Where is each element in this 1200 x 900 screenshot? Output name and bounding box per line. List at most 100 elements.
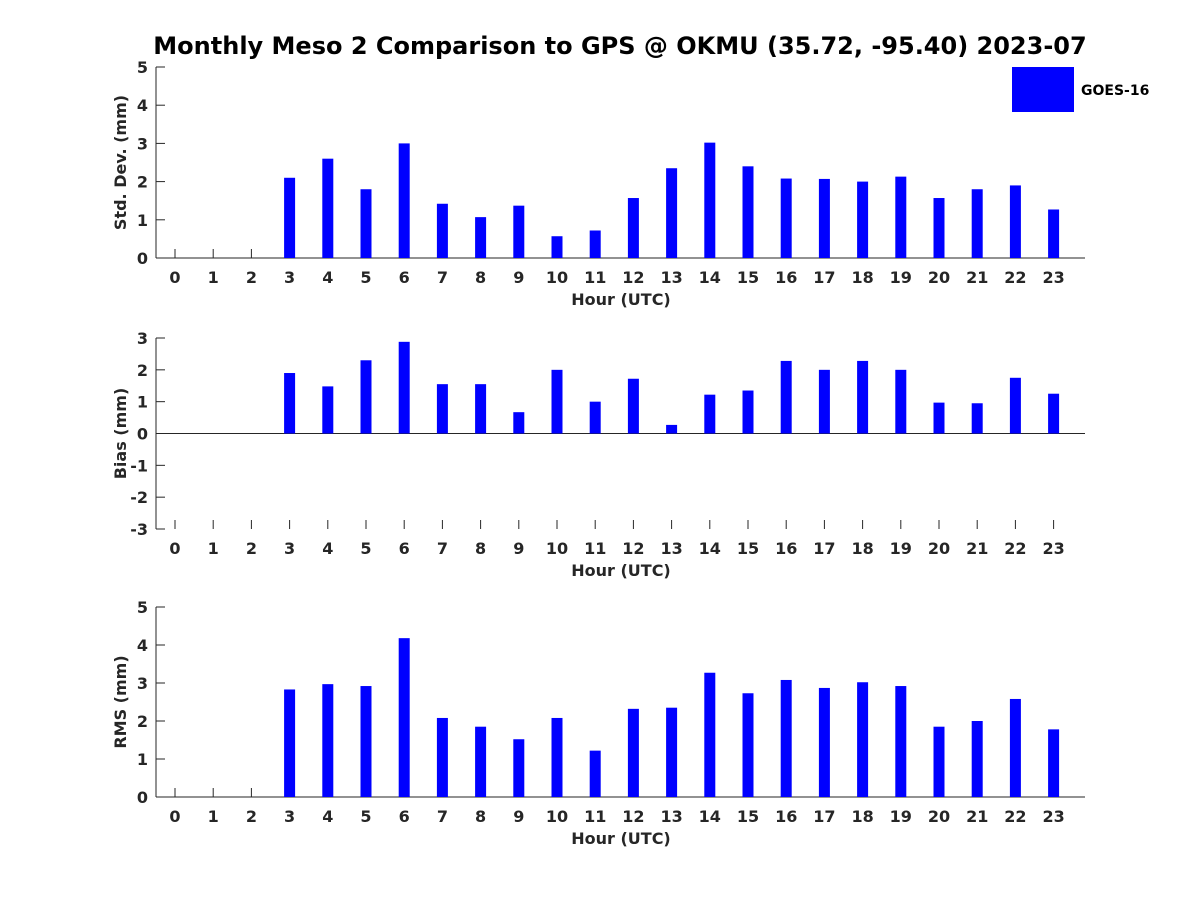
- bar-hour-23: [1048, 209, 1060, 258]
- bar-hour-6: [398, 638, 410, 797]
- x-tick-label: 20: [928, 539, 950, 558]
- bar-hour-5: [360, 360, 372, 434]
- x-tick-label: 0: [169, 539, 180, 558]
- bar-hour-4: [322, 684, 334, 797]
- bar-hour-18: [857, 682, 869, 797]
- x-tick-label: 3: [284, 268, 295, 287]
- x-tick-label: 11: [584, 807, 606, 826]
- y-tick-label: 2: [137, 712, 148, 731]
- bar-hour-17: [818, 369, 830, 434]
- bar-hour-10: [551, 369, 563, 434]
- x-tick-label: 5: [360, 807, 371, 826]
- bar-hour-15: [742, 693, 754, 797]
- x-tick-label: 14: [699, 807, 721, 826]
- bar-hour-7: [436, 717, 448, 797]
- y-tick-label: 4: [137, 636, 148, 655]
- x-tick-label: 3: [284, 807, 295, 826]
- x-tick-label: 19: [890, 539, 912, 558]
- bar-hour-17: [818, 687, 830, 797]
- bar-hour-22: [1009, 377, 1021, 434]
- y-tick-label: 3: [137, 674, 148, 693]
- x-tick-label: 22: [1004, 268, 1026, 287]
- bar-hour-11: [589, 750, 601, 797]
- y-tick-label: -1: [130, 456, 148, 475]
- bar-hour-14: [704, 394, 716, 434]
- bar-hour-13: [666, 168, 678, 258]
- y-tick-label: -3: [130, 520, 148, 539]
- x-axis-label: Hour (UTC): [571, 829, 671, 848]
- x-tick-label: 12: [622, 539, 644, 558]
- bar-hour-4: [322, 386, 334, 434]
- x-tick-label: 18: [851, 539, 873, 558]
- x-tick-label: 1: [208, 268, 219, 287]
- x-tick-label: 4: [322, 539, 333, 558]
- x-tick-label: 16: [775, 539, 797, 558]
- bar-hour-14: [704, 142, 716, 258]
- bar-hour-22: [1009, 698, 1021, 797]
- bar-hour-23: [1048, 729, 1060, 797]
- bar-hour-13: [666, 707, 678, 797]
- legend-swatch-goes-16: [1012, 67, 1074, 112]
- x-tick-label: 13: [660, 268, 682, 287]
- x-tick-label: 15: [737, 268, 759, 287]
- x-tick-label: 22: [1004, 807, 1026, 826]
- bar-hour-21: [971, 721, 983, 797]
- legend: GOES-16: [1012, 67, 1149, 112]
- bar-hour-19: [895, 369, 907, 434]
- bar-hour-9: [513, 412, 525, 434]
- x-tick-label: 18: [851, 268, 873, 287]
- bar-hour-16: [780, 679, 792, 797]
- x-tick-label: 21: [966, 807, 988, 826]
- x-tick-label: 23: [1042, 268, 1064, 287]
- y-tick-label: 1: [137, 750, 148, 769]
- y-tick-label: 2: [137, 361, 148, 380]
- bar-hour-4: [322, 158, 334, 258]
- x-tick-label: 19: [890, 268, 912, 287]
- x-tick-label: 13: [660, 539, 682, 558]
- bar-hour-10: [551, 236, 563, 258]
- bar-hour-20: [933, 198, 945, 258]
- x-axis-label: Hour (UTC): [571, 561, 671, 580]
- bar-hour-13: [666, 424, 678, 434]
- x-tick-label: 8: [475, 807, 486, 826]
- x-tick-label: 1: [208, 807, 219, 826]
- bar-hour-8: [475, 217, 487, 258]
- x-tick-label: 17: [813, 268, 835, 287]
- bar-hour-5: [360, 189, 372, 258]
- x-tick-label: 11: [584, 539, 606, 558]
- x-tick-label: 5: [360, 268, 371, 287]
- x-tick-label: 18: [851, 807, 873, 826]
- x-tick-label: 7: [437, 268, 448, 287]
- bar-hour-19: [895, 176, 907, 258]
- bar-hour-9: [513, 739, 525, 797]
- bar-hour-15: [742, 390, 754, 434]
- y-tick-label: 5: [137, 598, 148, 617]
- bar-hour-20: [933, 402, 945, 434]
- bar-hour-18: [857, 360, 869, 434]
- x-tick-label: 12: [622, 268, 644, 287]
- y-tick-label: -2: [130, 488, 148, 507]
- bar-hour-22: [1009, 185, 1021, 258]
- x-tick-label: 4: [322, 268, 333, 287]
- x-tick-label: 21: [966, 268, 988, 287]
- bar-hour-3: [284, 373, 296, 434]
- x-tick-label: 14: [699, 539, 721, 558]
- y-tick-label: 1: [137, 393, 148, 412]
- bar-hour-12: [627, 378, 639, 434]
- x-tick-label: 9: [513, 268, 524, 287]
- x-tick-label: 7: [437, 807, 448, 826]
- bar-hour-8: [475, 384, 487, 434]
- x-tick-label: 23: [1042, 539, 1064, 558]
- bar-hour-17: [818, 178, 830, 258]
- y-axis-label: Bias (mm): [111, 388, 130, 480]
- x-tick-label: 6: [399, 807, 410, 826]
- x-tick-label: 4: [322, 807, 333, 826]
- bar-hour-20: [933, 726, 945, 797]
- bar-hour-8: [475, 726, 487, 797]
- x-tick-label: 7: [437, 539, 448, 558]
- x-tick-label: 1: [208, 539, 219, 558]
- legend-label-goes-16: GOES-16: [1081, 83, 1149, 99]
